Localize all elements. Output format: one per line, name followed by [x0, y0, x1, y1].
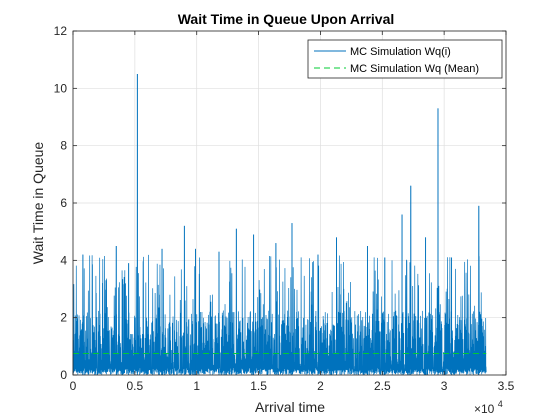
x-axis-title: Arrival time	[255, 399, 325, 415]
series-wq-trace	[72, 73, 487, 376]
x-tick-label: 1	[193, 379, 200, 393]
x-tick-label: 0.5	[127, 379, 144, 393]
y-tick-label: 12	[54, 24, 68, 38]
legend: MC Simulation Wq(i) MC Simulation Wq (Me…	[307, 39, 503, 79]
plot-area	[72, 73, 487, 376]
chart-title: Wait Time in Queue Upon Arrival	[178, 11, 395, 27]
y-tick-label: 8	[60, 139, 67, 153]
x-tick-label: 2	[317, 379, 324, 393]
axis-ticks: 0 0.5 1 1.5 2 2.5 3 3.5 0 2 4 6 8 10 12	[54, 24, 515, 393]
y-tick-label: 2	[60, 311, 67, 325]
legend-box	[307, 39, 503, 79]
x-exponent-power: 4	[498, 399, 503, 409]
legend-label-mean: MC Simulation Wq (Mean)	[350, 63, 479, 75]
legend-label-series: MC Simulation Wq(i)	[350, 46, 451, 58]
grid-lines	[72, 30, 507, 376]
y-tick-label: 4	[60, 253, 67, 267]
x-tick-label: 3.5	[498, 379, 515, 393]
x-exponent-label: ×10 4	[474, 399, 503, 416]
y-tick-label: 0	[60, 368, 67, 382]
y-axis-title: Wait Time in Queue	[30, 142, 46, 265]
y-tick-label: 6	[60, 196, 67, 210]
x-tick-label: 2.5	[374, 379, 391, 393]
x-tick-label: 0	[70, 379, 77, 393]
y-tick-label: 10	[54, 81, 68, 95]
x-tick-label: 1.5	[250, 379, 267, 393]
x-exponent-base: ×10	[474, 402, 495, 416]
x-tick-label: 3	[441, 379, 448, 393]
